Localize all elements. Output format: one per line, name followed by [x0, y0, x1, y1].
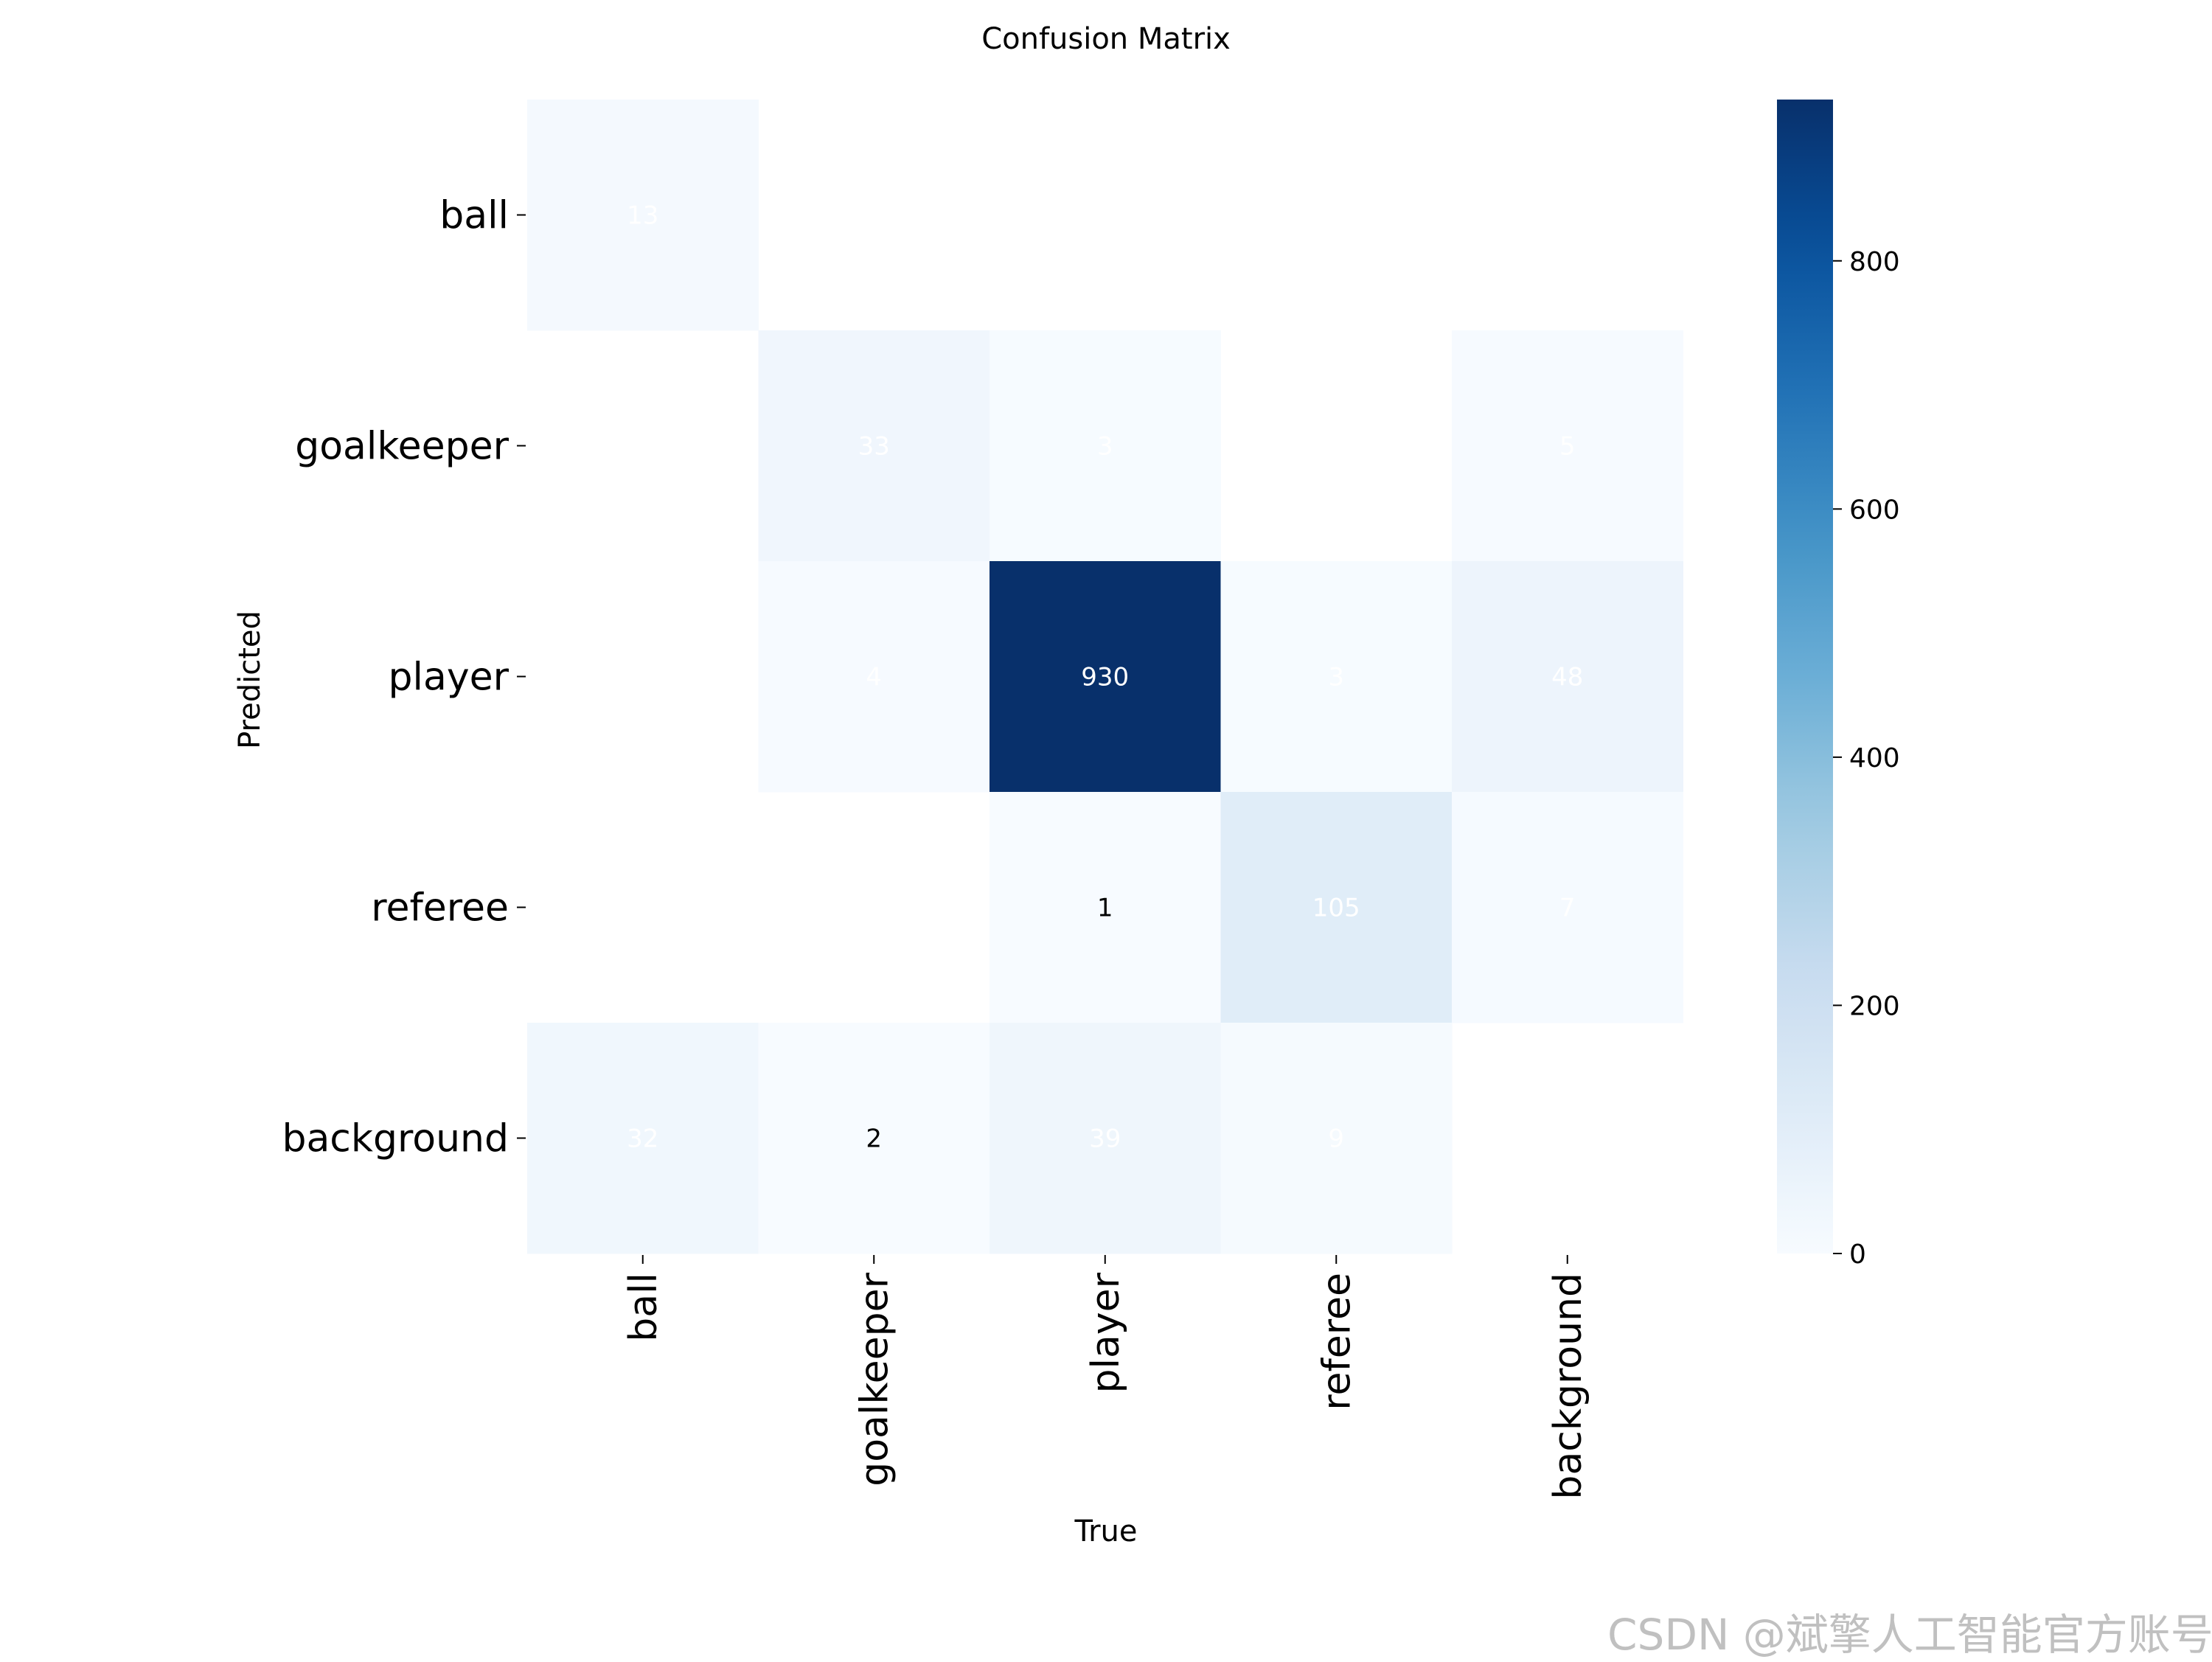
cell-value-label: 48 — [1551, 663, 1583, 692]
heatmap-cell — [990, 1023, 1221, 1254]
cell-value-label: 7 — [1559, 894, 1576, 923]
colorbar-ticks: 0 200 400 600 800 — [1833, 247, 1900, 1270]
colorbar-tick-label: 800 — [1849, 247, 1900, 277]
heatmap-cell — [527, 100, 759, 331]
heatmap-cell — [758, 330, 990, 562]
cell-value-label: 2 — [866, 1124, 882, 1154]
heatmap-cell — [990, 561, 1221, 793]
cell-value-label: 32 — [627, 1124, 658, 1154]
cell-value-label: 1 — [1097, 894, 1113, 923]
heatmap-cell — [990, 792, 1221, 1023]
heatmap-cell — [1220, 561, 1453, 793]
y-tick-label: ball — [439, 194, 509, 238]
y-axis-ticks: ball goalkeeper player referee background — [282, 194, 526, 1161]
y-axis-label: Predicted — [233, 611, 267, 749]
cell-value-label: 4 — [866, 663, 882, 692]
y-tick-label: background — [282, 1117, 509, 1161]
heatmap-cell — [1220, 792, 1453, 1023]
heatmap-cell — [1452, 561, 1683, 793]
colorbar-tick-label: 400 — [1849, 743, 1900, 773]
cell-value-label: 9 — [1328, 1124, 1344, 1154]
cell-value-label: 930 — [1081, 663, 1129, 692]
cell-value-label: 3 — [1097, 432, 1113, 462]
y-tick-label: player — [389, 656, 509, 700]
heatmap-cells — [527, 100, 1683, 1254]
colorbar-tick-label: 600 — [1849, 495, 1900, 525]
heatmap-cell — [1452, 330, 1683, 562]
cell-value-label: 5 — [1559, 432, 1576, 462]
colorbar-tick-label: 200 — [1849, 991, 1900, 1021]
cell-value-label: 13 — [627, 201, 658, 231]
x-tick-label: background — [1546, 1273, 1590, 1500]
x-tick-label: player — [1084, 1272, 1128, 1393]
heatmap-cell — [527, 1023, 759, 1254]
y-tick-label: goalkeeper — [295, 425, 509, 469]
cell-value-label: 105 — [1312, 894, 1360, 923]
heatmap-cell — [990, 330, 1221, 562]
heatmap-cell — [1220, 1023, 1453, 1254]
colorbar-tick-label: 0 — [1849, 1239, 1866, 1270]
x-tick-label: ball — [622, 1273, 666, 1342]
watermark: CSDN @斌擎人工智能官方账号 — [1607, 1610, 2212, 1660]
heatmap-cell — [1452, 792, 1683, 1023]
x-axis-ticks: ball goalkeeper player referee background — [622, 1255, 1590, 1500]
heatmap-cell — [758, 561, 990, 793]
cell-value-label: 3 — [1328, 663, 1344, 692]
chart-title: Confusion Matrix — [981, 22, 1231, 56]
colorbar — [1777, 100, 1833, 1254]
x-tick-label: goalkeeper — [852, 1272, 897, 1486]
cell-value-label: 33 — [858, 432, 890, 462]
x-axis-label: True — [1074, 1515, 1138, 1548]
x-tick-label: referee — [1315, 1273, 1359, 1411]
cell-value-label: 39 — [1089, 1124, 1121, 1154]
heatmap-cell — [758, 1023, 990, 1254]
y-tick-label: referee — [371, 886, 509, 931]
